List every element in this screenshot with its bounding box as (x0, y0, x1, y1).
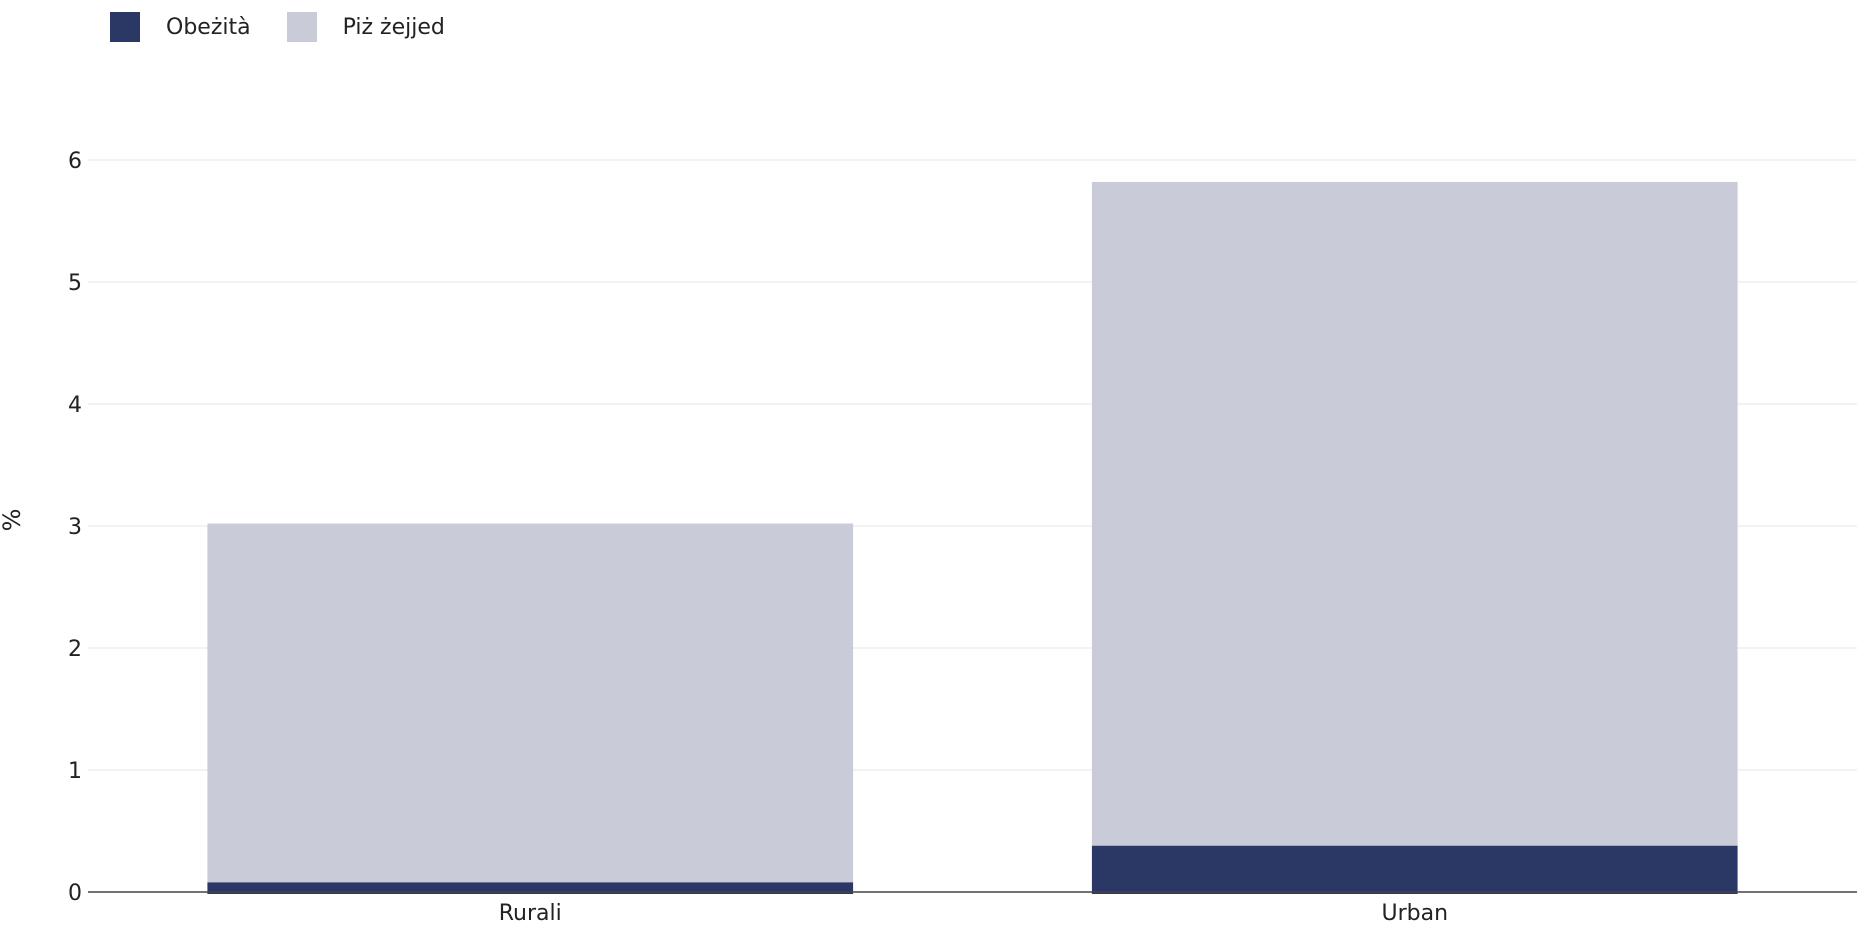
legend-item-piz-zejjed: Piż żejjed (286, 12, 445, 42)
bar-urban-series-1 (1091, 181, 1738, 846)
y-tick-label: 6 (68, 149, 82, 174)
legend-label-obezita: Obeżità (166, 14, 251, 40)
bar-rurali-series-0 (207, 882, 854, 894)
legend: Obeżità Piż żejjed (110, 12, 481, 42)
y-axis-title: % (0, 509, 26, 532)
y-tick-label: 1 (68, 759, 82, 784)
y-tick-label: 0 (68, 881, 82, 906)
y-tick-label: 3 (68, 515, 82, 540)
y-tick-label: 5 (68, 271, 82, 296)
bars (207, 181, 1738, 894)
legend-swatch-piz-zejjed (286, 12, 317, 42)
x-tick-label: Urban (1381, 901, 1448, 926)
x-axis-ticks: Rurali Urban (499, 901, 1448, 926)
x-tick-label: Rurali (499, 901, 562, 926)
legend-swatch-obezita (110, 12, 140, 42)
bar-urban-series-0 (1091, 845, 1738, 894)
legend-label-piz-zejjed: Piż żejjed (342, 14, 445, 40)
y-tick-label: 2 (68, 637, 82, 662)
legend-item-obezita: Obeżità (110, 12, 251, 42)
bar-rurali-series-1 (207, 523, 854, 883)
y-axis-ticks: 0 1 2 3 4 5 6 (68, 149, 82, 906)
y-tick-label: 4 (68, 393, 82, 418)
